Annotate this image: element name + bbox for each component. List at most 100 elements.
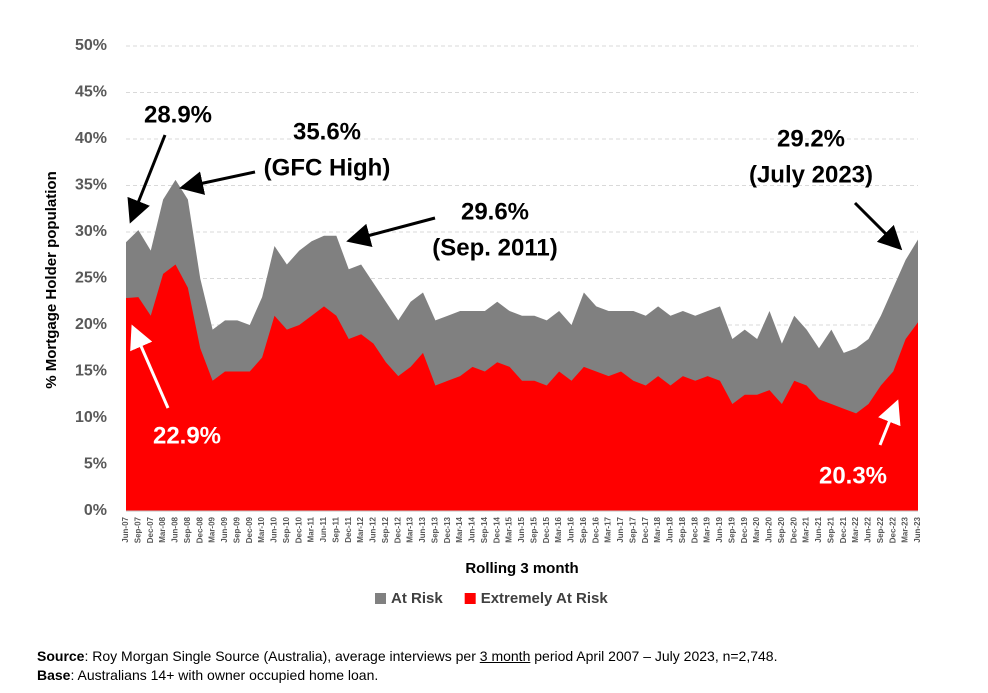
x-tick-label: Mar-16 [554, 516, 563, 542]
annotation-arrow [179, 170, 256, 195]
x-tick-label: Sep-17 [628, 516, 637, 543]
x-tick-label: Dec-17 [641, 516, 650, 543]
x-tick-label: Mar-12 [356, 516, 365, 542]
x-tick-label: Mar-15 [505, 516, 514, 542]
footer: Source: Roy Morgan Single Source (Austra… [37, 647, 778, 685]
x-tick-label: Jun-16 [567, 516, 576, 542]
x-tick-label: Sep-21 [826, 516, 835, 543]
x-tick-label: Jun-12 [369, 516, 378, 542]
x-tick-label: Jun-15 [517, 516, 526, 542]
x-tick-label: Jun-13 [418, 516, 427, 542]
x-tick-label: Mar-22 [851, 516, 860, 542]
x-tick-label: Jun-14 [468, 516, 477, 542]
y-tick-label: 15% [75, 363, 107, 380]
x-tick-label: Jun-23 [913, 516, 922, 542]
x-tick-label: Dec-09 [245, 516, 254, 543]
x-tick-label: Mar-09 [208, 516, 217, 542]
x-axis-title: Rolling 3 month [465, 560, 578, 577]
x-tick-label: Dec-19 [740, 516, 749, 543]
x-tick-label: Dec-14 [492, 516, 501, 543]
base-label: Base [37, 667, 71, 683]
x-tick-label: Mar-11 [307, 516, 316, 542]
legend-label: At Risk [391, 590, 443, 607]
x-tick-label: Jun-21 [814, 516, 823, 542]
x-tick-label: Jun-18 [666, 516, 675, 542]
source-label: Source [37, 648, 85, 664]
x-tick-label: Sep-07 [133, 516, 142, 543]
x-tick-label: Mar-08 [158, 516, 167, 542]
x-tick-label: Sep-16 [579, 516, 588, 543]
x-tick-label: Mar-21 [802, 516, 811, 542]
x-tick-label: Sep-11 [331, 516, 340, 542]
x-tick-label: Dec-16 [591, 516, 600, 543]
annotation: (GFC High) [264, 154, 391, 181]
source-note: Source: Roy Morgan Single Source (Austra… [37, 647, 778, 666]
x-tick-label: Mar-19 [703, 516, 712, 542]
x-tick-label: Sep-09 [232, 516, 241, 543]
x-tick-label: Jun-22 [864, 516, 873, 542]
y-tick-label: 35% [75, 177, 107, 194]
annotation: 29.6% [461, 198, 529, 225]
source-text: 3 month [479, 648, 531, 664]
x-tick-label: Mar-20 [752, 516, 761, 542]
x-tick-label: Sep-18 [678, 516, 687, 543]
x-tick-label: Dec-12 [393, 516, 402, 543]
x-tick-label: Sep-08 [183, 516, 192, 543]
x-tick-label: Dec-07 [146, 516, 155, 543]
x-tick-label: Sep-20 [777, 516, 786, 543]
x-tick-label: Sep-14 [480, 516, 489, 543]
x-tick-label: Dec-15 [542, 516, 551, 543]
x-tick-label: Mar-14 [455, 516, 464, 542]
annotation-arrow [878, 399, 901, 446]
x-tick-label: Jun-19 [715, 516, 724, 542]
chart: % Mortgage Holder population Rolling 3 m… [43, 37, 922, 607]
y-tick-label: 25% [75, 270, 107, 287]
annotation-arrow [853, 201, 903, 251]
annotation-arrow [346, 216, 436, 247]
x-tick-label: Mar-10 [257, 516, 266, 542]
x-tick-label: Dec-22 [888, 516, 897, 543]
x-tick-label: Jun-11 [319, 516, 328, 542]
x-tick-label: Mar-17 [604, 516, 613, 542]
x-tick-label: Dec-21 [839, 516, 848, 543]
annotation: 29.2% [777, 125, 845, 152]
annotation-arrow [127, 134, 167, 224]
x-tick-label: Sep-19 [727, 516, 736, 543]
annotation: 20.3% [819, 462, 887, 489]
x-tick-label: Mar-23 [901, 516, 910, 542]
area [126, 264, 918, 511]
y-tick-label: 45% [75, 84, 107, 101]
x-tick-label: Jun-09 [220, 516, 229, 542]
x-tick-label: Mar-18 [653, 516, 662, 542]
y-tick-label: 40% [75, 130, 107, 147]
x-tick-label: Jun-07 [121, 516, 130, 542]
y-tick-label: 30% [75, 223, 107, 240]
annotation: 22.9% [153, 422, 221, 449]
y-tick-label: 10% [75, 409, 107, 426]
annotation: (July 2023) [749, 161, 873, 188]
y-tick-label: 0% [84, 502, 107, 519]
annotation: (Sep. 2011) [432, 234, 557, 261]
y-tick-label: 50% [75, 37, 107, 54]
x-tick-label: Jun-20 [765, 516, 774, 542]
x-tick-label: Jun-17 [616, 516, 625, 542]
x-tick-label: Sep-22 [876, 516, 885, 543]
annotation: 35.6% [293, 118, 361, 145]
x-tick-label: Dec-20 [789, 516, 798, 543]
x-tick-label: Dec-08 [195, 516, 204, 543]
x-tick-label: Sep-10 [282, 516, 291, 543]
legend-swatch [375, 593, 386, 604]
x-tick-label: Sep-13 [430, 516, 439, 543]
x-tick-label: Dec-10 [294, 516, 303, 543]
legend-label: Extremely At Risk [481, 590, 609, 607]
x-tick-label: Mar-13 [406, 516, 415, 542]
x-tick-label: Dec-13 [443, 516, 452, 543]
x-tick-label: Jun-10 [270, 516, 279, 542]
y-tick-label: 5% [84, 456, 107, 473]
y-axis-title: % Mortgage Holder population [43, 171, 60, 389]
annotation-arrow [130, 324, 170, 409]
x-tick-label: Jun-08 [171, 516, 180, 542]
base-note: Base: Australians 14+ with owner occupie… [37, 666, 778, 685]
annotation: 28.9% [144, 101, 212, 128]
